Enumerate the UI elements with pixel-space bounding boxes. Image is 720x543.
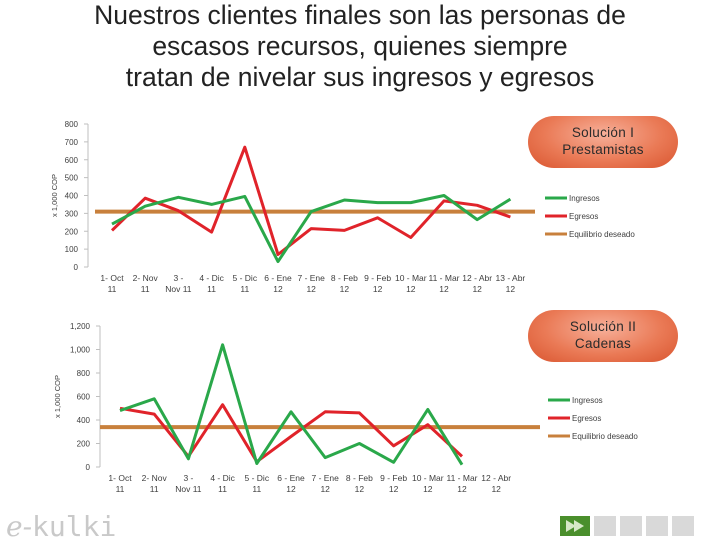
x-tick-label: 9 - Feb 12	[380, 473, 407, 494]
y-tick-label: 1,000	[70, 346, 91, 355]
chart-cadenas: 0 200 400 600 800 1,000 1,200 x 1,000 COP 1- Oct…	[0, 310, 720, 535]
y-tick-label: 800	[77, 369, 91, 378]
x-tick-label: 13 - Abr 12	[496, 273, 526, 294]
y-tick-label: 400	[77, 416, 91, 425]
y-tick-label: 400	[65, 192, 79, 201]
legend-label: Ingresos	[572, 396, 603, 405]
y-tick-label: 300	[65, 209, 79, 218]
x-tick-label: 2- Nov 11	[142, 473, 168, 494]
x-tick-label: 11 - Mar 12	[446, 473, 477, 494]
x-tick-label: 3 -Nov 11	[175, 473, 202, 494]
arrow-block-icon	[646, 516, 668, 536]
arrow-chevron-icon	[566, 520, 576, 532]
x-tick-label: 12 - Abr 12	[481, 473, 511, 494]
y-tick-label: 100	[65, 245, 79, 254]
x-tick-label: 9 - Feb 12	[364, 273, 391, 294]
callout-solucion-prestamistas: Solución I Prestamistas	[528, 116, 678, 168]
x-tick-label: 1- Oct 11	[108, 473, 132, 494]
x-tick-label: 3 -Nov 11	[165, 273, 192, 294]
x-tick-label: 5 - Dic 11	[233, 273, 258, 294]
x-tick-label: 1- Oct 11	[100, 273, 124, 294]
callout-solucion-cadenas: Solución II Cadenas	[528, 310, 678, 362]
y-tick-label: 0	[74, 263, 79, 272]
footer-arrows-icon	[560, 516, 694, 536]
x-tick-label: 7 - Ene 12	[311, 473, 339, 494]
logo-prefix: e-	[6, 510, 33, 543]
slide-title: Nuestros clientes finales son las person…	[94, 0, 626, 92]
series-line-egresos	[110, 145, 511, 256]
y-tick-label: 1,200	[70, 322, 91, 331]
arrow-block-icon	[620, 516, 642, 536]
legend-label: Egresos	[569, 212, 598, 221]
x-tick-label: 6 - Ene 12	[264, 273, 292, 294]
x-tick-label: 8 - Feb 12	[346, 473, 373, 494]
y-tick-label: 800	[65, 120, 79, 129]
arrow-block-icon	[594, 516, 616, 536]
series-line-egresos	[119, 403, 464, 464]
x-tick-label: 4 - Dic 11	[210, 473, 235, 494]
chart-prestamistas: 0 100 200 300 400 500 600 700 800 x 1,000 COP 1- O…	[0, 110, 720, 335]
arrow-block-icon	[672, 516, 694, 536]
ekulki-logo: e-kulki	[6, 510, 116, 543]
legend-label: Equilibrio deseado	[569, 230, 635, 239]
y-tick-label: 200	[65, 227, 79, 236]
x-tick-label: 10 - Mar 12	[395, 273, 427, 294]
y-tick-label: 200	[77, 440, 91, 449]
legend-label: Equilibrio deseado	[572, 432, 638, 441]
x-tick-label: 7 - Ene 12	[297, 273, 325, 294]
x-tick-label: 10 - Mar 12	[412, 473, 444, 494]
x-tick-label: 2- Nov 11	[133, 273, 159, 294]
legend-label: Egresos	[572, 414, 601, 423]
series-line-ingresos	[119, 343, 464, 466]
y-tick-label: 0	[86, 463, 91, 472]
chart-cadenas-svg: 0 200 400 600 800 1,000 1,200 x 1,000 COP 1- Oct…	[53, 322, 638, 494]
x-tick-label: 5 - Dic 11	[245, 473, 270, 494]
legend-label: Ingresos	[569, 194, 600, 203]
arrow-chevron-icon	[574, 520, 584, 532]
x-tick-label: 12 - Abr 12	[462, 273, 492, 294]
x-tick-label: 11 - Mar 12	[428, 273, 459, 294]
y-axis-title: x 1,000 COP	[53, 375, 62, 418]
y-tick-label: 600	[65, 156, 79, 165]
x-tick-label: 8 - Feb 12	[331, 273, 358, 294]
y-axis-title: x 1,000 COP	[50, 174, 59, 217]
x-tick-label: 6 - Ene 12	[277, 473, 305, 494]
x-tick-label: 4 - Dic 11	[199, 273, 224, 294]
y-tick-label: 600	[77, 393, 91, 402]
logo-name: kulki	[32, 510, 117, 543]
y-tick-label: 500	[65, 174, 79, 183]
series-line-ingresos	[111, 194, 512, 264]
chart-prestamistas-svg: 0 100 200 300 400 500 600 700 800 x 1,000 COP 1- O…	[50, 120, 635, 294]
y-tick-label: 700	[65, 138, 79, 147]
